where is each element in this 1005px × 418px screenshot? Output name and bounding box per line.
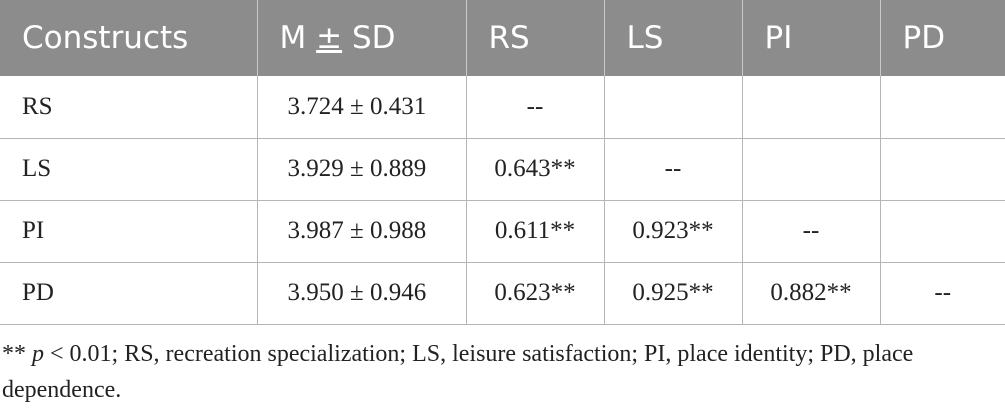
cell-ls: 0.925** bbox=[603, 261, 743, 325]
cell-pd bbox=[879, 137, 1005, 201]
correlation-table-container: Constructs M ± SD RS LS PI PD RS 3.724 ±… bbox=[0, 0, 1005, 325]
cell-mean-sd: 3.950 ± 0.946 bbox=[256, 261, 467, 325]
cell-mean-sd: 3.987 ± 0.988 bbox=[256, 199, 467, 263]
cell-pd bbox=[879, 199, 1005, 263]
cell-rs: 0.623** bbox=[465, 261, 605, 325]
header-rs: RS bbox=[466, 0, 605, 76]
footnote-stars: ** bbox=[2, 341, 32, 367]
cell-rs: 0.643** bbox=[465, 137, 605, 201]
cell-construct: RS bbox=[0, 76, 258, 139]
table-row: PI 3.987 ± 0.988 0.611** 0.923** -- bbox=[0, 199, 1005, 263]
cell-construct: PI bbox=[0, 199, 258, 263]
cell-pd bbox=[879, 76, 1005, 139]
header-ls: LS bbox=[604, 0, 743, 76]
cell-construct: LS bbox=[0, 137, 258, 201]
cell-ls bbox=[603, 76, 743, 139]
table-row: RS 3.724 ± 0.431 -- bbox=[0, 76, 1005, 139]
header-mean: M bbox=[279, 20, 307, 56]
header-pi: PI bbox=[742, 0, 881, 76]
cell-pi: 0.882** bbox=[741, 261, 881, 325]
header-pd: PD bbox=[880, 0, 1005, 76]
cell-mean-sd: 3.724 ± 0.431 bbox=[256, 76, 467, 139]
cell-ls: 0.923** bbox=[603, 199, 743, 263]
cell-pi: -- bbox=[741, 199, 881, 263]
cell-pd: -- bbox=[879, 261, 1005, 325]
cell-rs: -- bbox=[465, 76, 605, 139]
table-header-row: Constructs M ± SD RS LS PI PD bbox=[0, 0, 1005, 76]
table-row: PD 3.950 ± 0.946 0.623** 0.925** 0.882**… bbox=[0, 261, 1005, 325]
cell-ls: -- bbox=[603, 137, 743, 201]
footnote-text: < 0.01; RS, recreation specialization; L… bbox=[2, 341, 914, 403]
table-footnote: ** p < 0.01; RS, recreation specializati… bbox=[2, 336, 1002, 408]
cell-pi bbox=[741, 76, 881, 139]
cell-rs: 0.611** bbox=[465, 199, 605, 263]
header-sd: SD bbox=[351, 20, 396, 56]
correlation-table: Constructs M ± SD RS LS PI PD RS 3.724 ±… bbox=[0, 0, 1005, 325]
header-plus-minus-symbol: ± bbox=[316, 20, 343, 56]
table-row: LS 3.929 ± 0.889 0.643** -- bbox=[0, 137, 1005, 201]
cell-mean-sd: 3.929 ± 0.889 bbox=[256, 137, 467, 201]
cell-construct: PD bbox=[0, 261, 258, 325]
header-constructs: Constructs bbox=[0, 0, 258, 76]
header-mean-sd: M ± SD bbox=[257, 0, 467, 76]
footnote-p-symbol: p bbox=[32, 341, 44, 367]
cell-pi bbox=[741, 137, 881, 201]
